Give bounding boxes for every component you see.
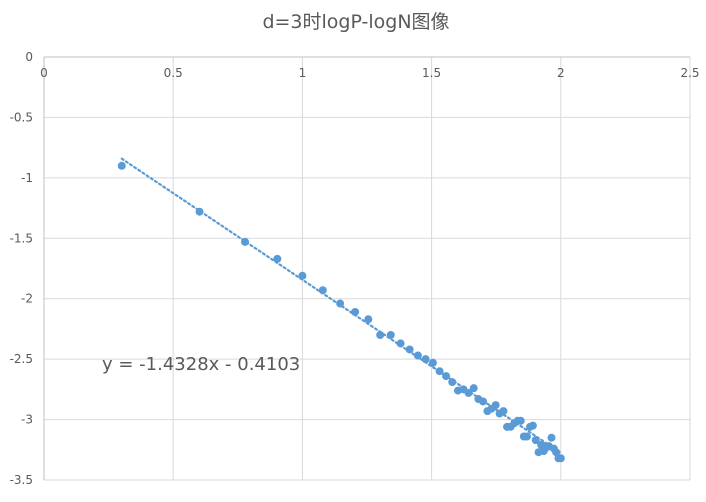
data-point	[547, 433, 556, 442]
x-tick-label: 1	[299, 66, 307, 80]
data-point	[117, 161, 126, 170]
data-point	[386, 330, 395, 339]
data-point	[522, 432, 531, 441]
y-tick-label: -2.5	[10, 352, 33, 366]
y-tick-label: -2	[21, 292, 33, 306]
y-tick-label: 0	[25, 50, 33, 64]
y-tick-label: -1	[21, 171, 33, 185]
data-point	[442, 372, 451, 381]
x-tick-label: 0.5	[164, 66, 183, 80]
chart-title: d=3时logP-logN图像	[262, 11, 449, 33]
x-tick-label: 0	[40, 66, 48, 80]
trendline-equation: y = -1.4328x - 0.4103	[102, 354, 300, 375]
tick-labels: 0 0.5 1 1.5 2 2.5 0 -0.5 -1 -1.5 -2 -2.5 -3 -3.5	[10, 50, 700, 487]
y-tick-label: -0.5	[10, 110, 33, 124]
data-point	[336, 299, 345, 308]
data-point	[491, 401, 500, 410]
grid-layer	[44, 57, 691, 481]
data-point	[241, 237, 250, 246]
data-point	[396, 339, 405, 348]
data-point	[499, 407, 508, 416]
data-point	[318, 286, 327, 295]
data-point	[469, 384, 478, 393]
x-tick-label: 2.5	[680, 66, 699, 80]
data-point	[298, 271, 307, 280]
data-point	[376, 330, 385, 339]
x-tick-label: 2	[557, 66, 565, 80]
data-point	[531, 436, 540, 445]
data-point	[464, 388, 473, 397]
data-point	[528, 421, 537, 430]
data-point	[421, 355, 430, 364]
y-tick-label: -1.5	[10, 231, 33, 245]
data-point	[552, 448, 561, 457]
data-point	[413, 351, 422, 360]
data-point	[448, 378, 457, 387]
data-point	[273, 254, 282, 263]
data-points	[117, 161, 565, 463]
axis-layer	[43, 56, 690, 480]
y-tick-label: -3.5	[10, 473, 33, 487]
x-tick-label: 1.5	[422, 66, 441, 80]
data-point	[364, 315, 373, 324]
data-point	[351, 308, 360, 317]
data-point	[479, 397, 488, 406]
data-point	[428, 358, 437, 367]
data-point	[195, 207, 204, 216]
data-point	[556, 454, 565, 463]
data-point	[435, 367, 444, 376]
data-point	[516, 416, 525, 425]
y-tick-label: -3	[21, 413, 33, 427]
data-point	[405, 345, 414, 354]
